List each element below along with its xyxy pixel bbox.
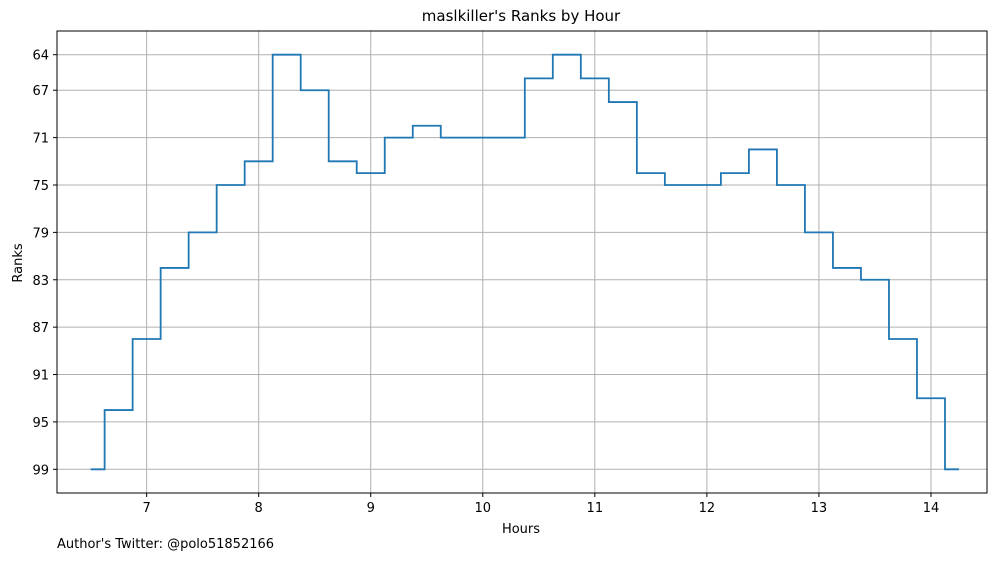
x-axis-label: Hours	[502, 522, 540, 537]
x-tick-label: 14	[923, 501, 940, 516]
y-tick-label: 87	[32, 321, 49, 336]
rank-series-line	[90, 53, 959, 471]
x-tick-label: 13	[811, 501, 828, 516]
x-tick-label: 7	[142, 501, 150, 516]
series-layer	[90, 53, 959, 471]
y-tick-label: 75	[32, 179, 49, 194]
author-credit: Author's Twitter: @polo51852166	[57, 537, 275, 552]
x-tick-label: 10	[475, 501, 492, 516]
y-tick-label: 64	[32, 49, 49, 64]
y-tick-label: 67	[32, 84, 49, 99]
x-tick-label: 9	[367, 501, 375, 516]
y-tick-label: 99	[32, 463, 49, 478]
y-tick-label: 91	[32, 369, 49, 384]
y-tick-label: 83	[32, 274, 49, 289]
y-axis-label: Ranks	[11, 243, 26, 282]
y-tick-label: 95	[32, 416, 49, 431]
x-tick-label: 8	[255, 501, 263, 516]
y-tick-label: 71	[32, 132, 49, 147]
plot-frame	[56, 30, 988, 494]
x-tick-label: 12	[699, 501, 716, 516]
x-tick-label: 11	[587, 501, 604, 516]
chart-title: maslkiller's Ranks by Hour	[422, 7, 621, 25]
axis-ticks: 7 8 9 10 11 12 13 14 64 67 71 75 79 83 87 91 95 99	[32, 49, 939, 516]
y-tick-label: 79	[32, 226, 49, 241]
